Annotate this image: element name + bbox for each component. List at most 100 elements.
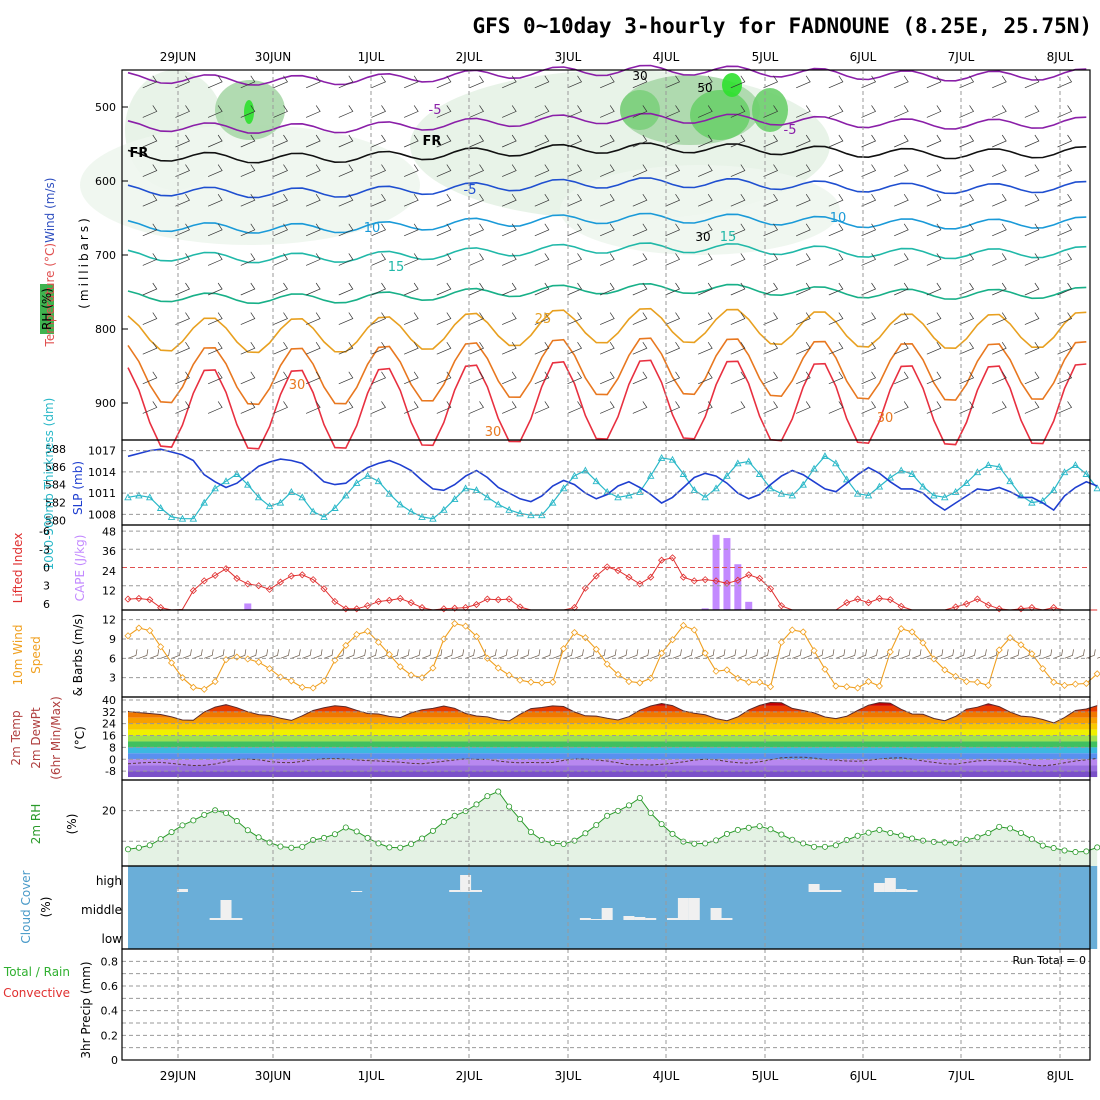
upper-wind-barb bbox=[502, 282, 517, 296]
thickness-point bbox=[919, 482, 927, 490]
rh-point bbox=[473, 801, 480, 808]
lifted-index-point bbox=[440, 605, 448, 613]
wind-speed-point bbox=[385, 650, 393, 659]
upper-wind-barb bbox=[730, 282, 746, 296]
thickness-tick-label: 580 bbox=[45, 515, 66, 528]
thickness-point bbox=[614, 493, 622, 501]
lifted-index-point bbox=[679, 573, 687, 581]
wind-speed-point bbox=[298, 683, 306, 691]
pressure-tick-label: 900 bbox=[95, 397, 116, 410]
thickness-point bbox=[886, 473, 895, 481]
upper-wind-barb bbox=[600, 282, 615, 296]
wind-speed-point bbox=[374, 638, 383, 646]
thickness-point bbox=[265, 502, 274, 510]
lifted-index-point bbox=[690, 577, 698, 585]
contour-label: 30 bbox=[289, 378, 306, 393]
rh-point bbox=[1083, 848, 1090, 855]
upper-wind-barb bbox=[240, 223, 256, 237]
surface-wind-barb bbox=[313, 649, 323, 659]
high-cloud-bar bbox=[819, 890, 831, 892]
surface-wind-barb bbox=[465, 649, 475, 659]
lifted-index-point bbox=[374, 597, 383, 606]
upper-wind-barb bbox=[502, 342, 517, 355]
upper-wind-barb bbox=[1024, 312, 1040, 325]
lifted-index-point bbox=[266, 585, 274, 593]
rh-point bbox=[353, 828, 360, 835]
upper-wind-barb bbox=[959, 223, 975, 237]
upper-wind-barb bbox=[1057, 223, 1073, 237]
upper-wind-barb bbox=[796, 282, 811, 296]
upper-wind-barb bbox=[534, 253, 550, 266]
upper-wind-barb bbox=[926, 164, 942, 177]
upper-wind-barb bbox=[1057, 164, 1073, 177]
upper-wind-barb bbox=[632, 134, 648, 148]
contour-label: 50 bbox=[697, 81, 712, 95]
thickness-point bbox=[548, 498, 557, 506]
upper-wind-barb bbox=[1057, 312, 1073, 325]
upper-wind-barb bbox=[1024, 194, 1040, 207]
upper-wind-barb bbox=[959, 194, 975, 207]
thickness-point bbox=[766, 484, 775, 492]
surface-wind-barb bbox=[204, 649, 214, 659]
lifted-index-point bbox=[897, 602, 905, 610]
upper-wind-barb bbox=[600, 371, 615, 385]
upper-wind-barb bbox=[273, 223, 288, 237]
upper-wind-barb bbox=[207, 134, 223, 148]
surface-wind-barb bbox=[171, 649, 181, 659]
wind-speed-point bbox=[124, 632, 132, 640]
rh-point bbox=[1050, 845, 1057, 852]
surface-wind-barb bbox=[411, 649, 421, 659]
rh-point bbox=[756, 823, 763, 830]
upper-wind-barb bbox=[305, 253, 321, 266]
wind-speed-point bbox=[592, 645, 600, 653]
surface-wind-barb bbox=[683, 649, 693, 659]
thickness-point bbox=[167, 513, 176, 520]
upper-wind-barb bbox=[175, 75, 190, 89]
lifted-index-point bbox=[636, 580, 644, 588]
bottom-date-label: 3JUL bbox=[555, 1069, 582, 1083]
wind-speed-point bbox=[1028, 650, 1036, 658]
rh-point bbox=[745, 824, 752, 831]
rh-point bbox=[582, 830, 589, 837]
rh-point bbox=[146, 842, 153, 849]
surface-wind-barb bbox=[291, 649, 301, 659]
upper-wind-barb bbox=[763, 371, 779, 385]
high-cloud-bar bbox=[895, 889, 907, 892]
rh-point bbox=[571, 837, 578, 844]
temp-band-6 bbox=[128, 735, 1098, 742]
upper-wind-barb bbox=[698, 194, 713, 207]
upper-wind-barb bbox=[338, 134, 354, 148]
upper-wind-barb bbox=[371, 371, 386, 385]
lifted-index-point bbox=[353, 605, 361, 613]
upper-wind-barb bbox=[894, 253, 909, 266]
rh-point bbox=[179, 822, 186, 829]
upper-wind-barb bbox=[534, 105, 550, 118]
temperature-line bbox=[127, 701, 1098, 724]
wind-speed-point bbox=[962, 677, 971, 686]
surface-wind-barb bbox=[901, 649, 911, 659]
upper-wind-barb bbox=[240, 312, 256, 325]
middle-cloud-bar bbox=[634, 917, 646, 920]
upper-wind-barb bbox=[305, 105, 321, 118]
rh-point bbox=[1072, 849, 1079, 856]
surface-wind-barb bbox=[726, 649, 737, 659]
upper-wind-barb bbox=[828, 164, 844, 177]
thickness-point bbox=[875, 482, 884, 490]
upper-wind-barb bbox=[305, 342, 321, 355]
upper-wind-barb bbox=[207, 371, 223, 385]
upper-wind-barb bbox=[828, 371, 844, 385]
rh-point bbox=[266, 839, 273, 846]
upper-wind-barb bbox=[894, 105, 909, 118]
rh-point bbox=[811, 843, 818, 850]
wind-speed-point bbox=[941, 666, 949, 674]
upper-wind-barb bbox=[763, 134, 779, 148]
thickness-point bbox=[744, 457, 753, 465]
rh-label: RH (%) bbox=[40, 288, 54, 330]
upper-wind-barb bbox=[959, 342, 975, 355]
thickness-point bbox=[396, 500, 405, 508]
high-cloud-bar bbox=[808, 884, 820, 892]
upper-wind-barb bbox=[730, 194, 746, 207]
rh-point bbox=[549, 840, 556, 847]
upper-wind-barb bbox=[207, 75, 223, 89]
upper-wind-barb bbox=[371, 223, 386, 237]
